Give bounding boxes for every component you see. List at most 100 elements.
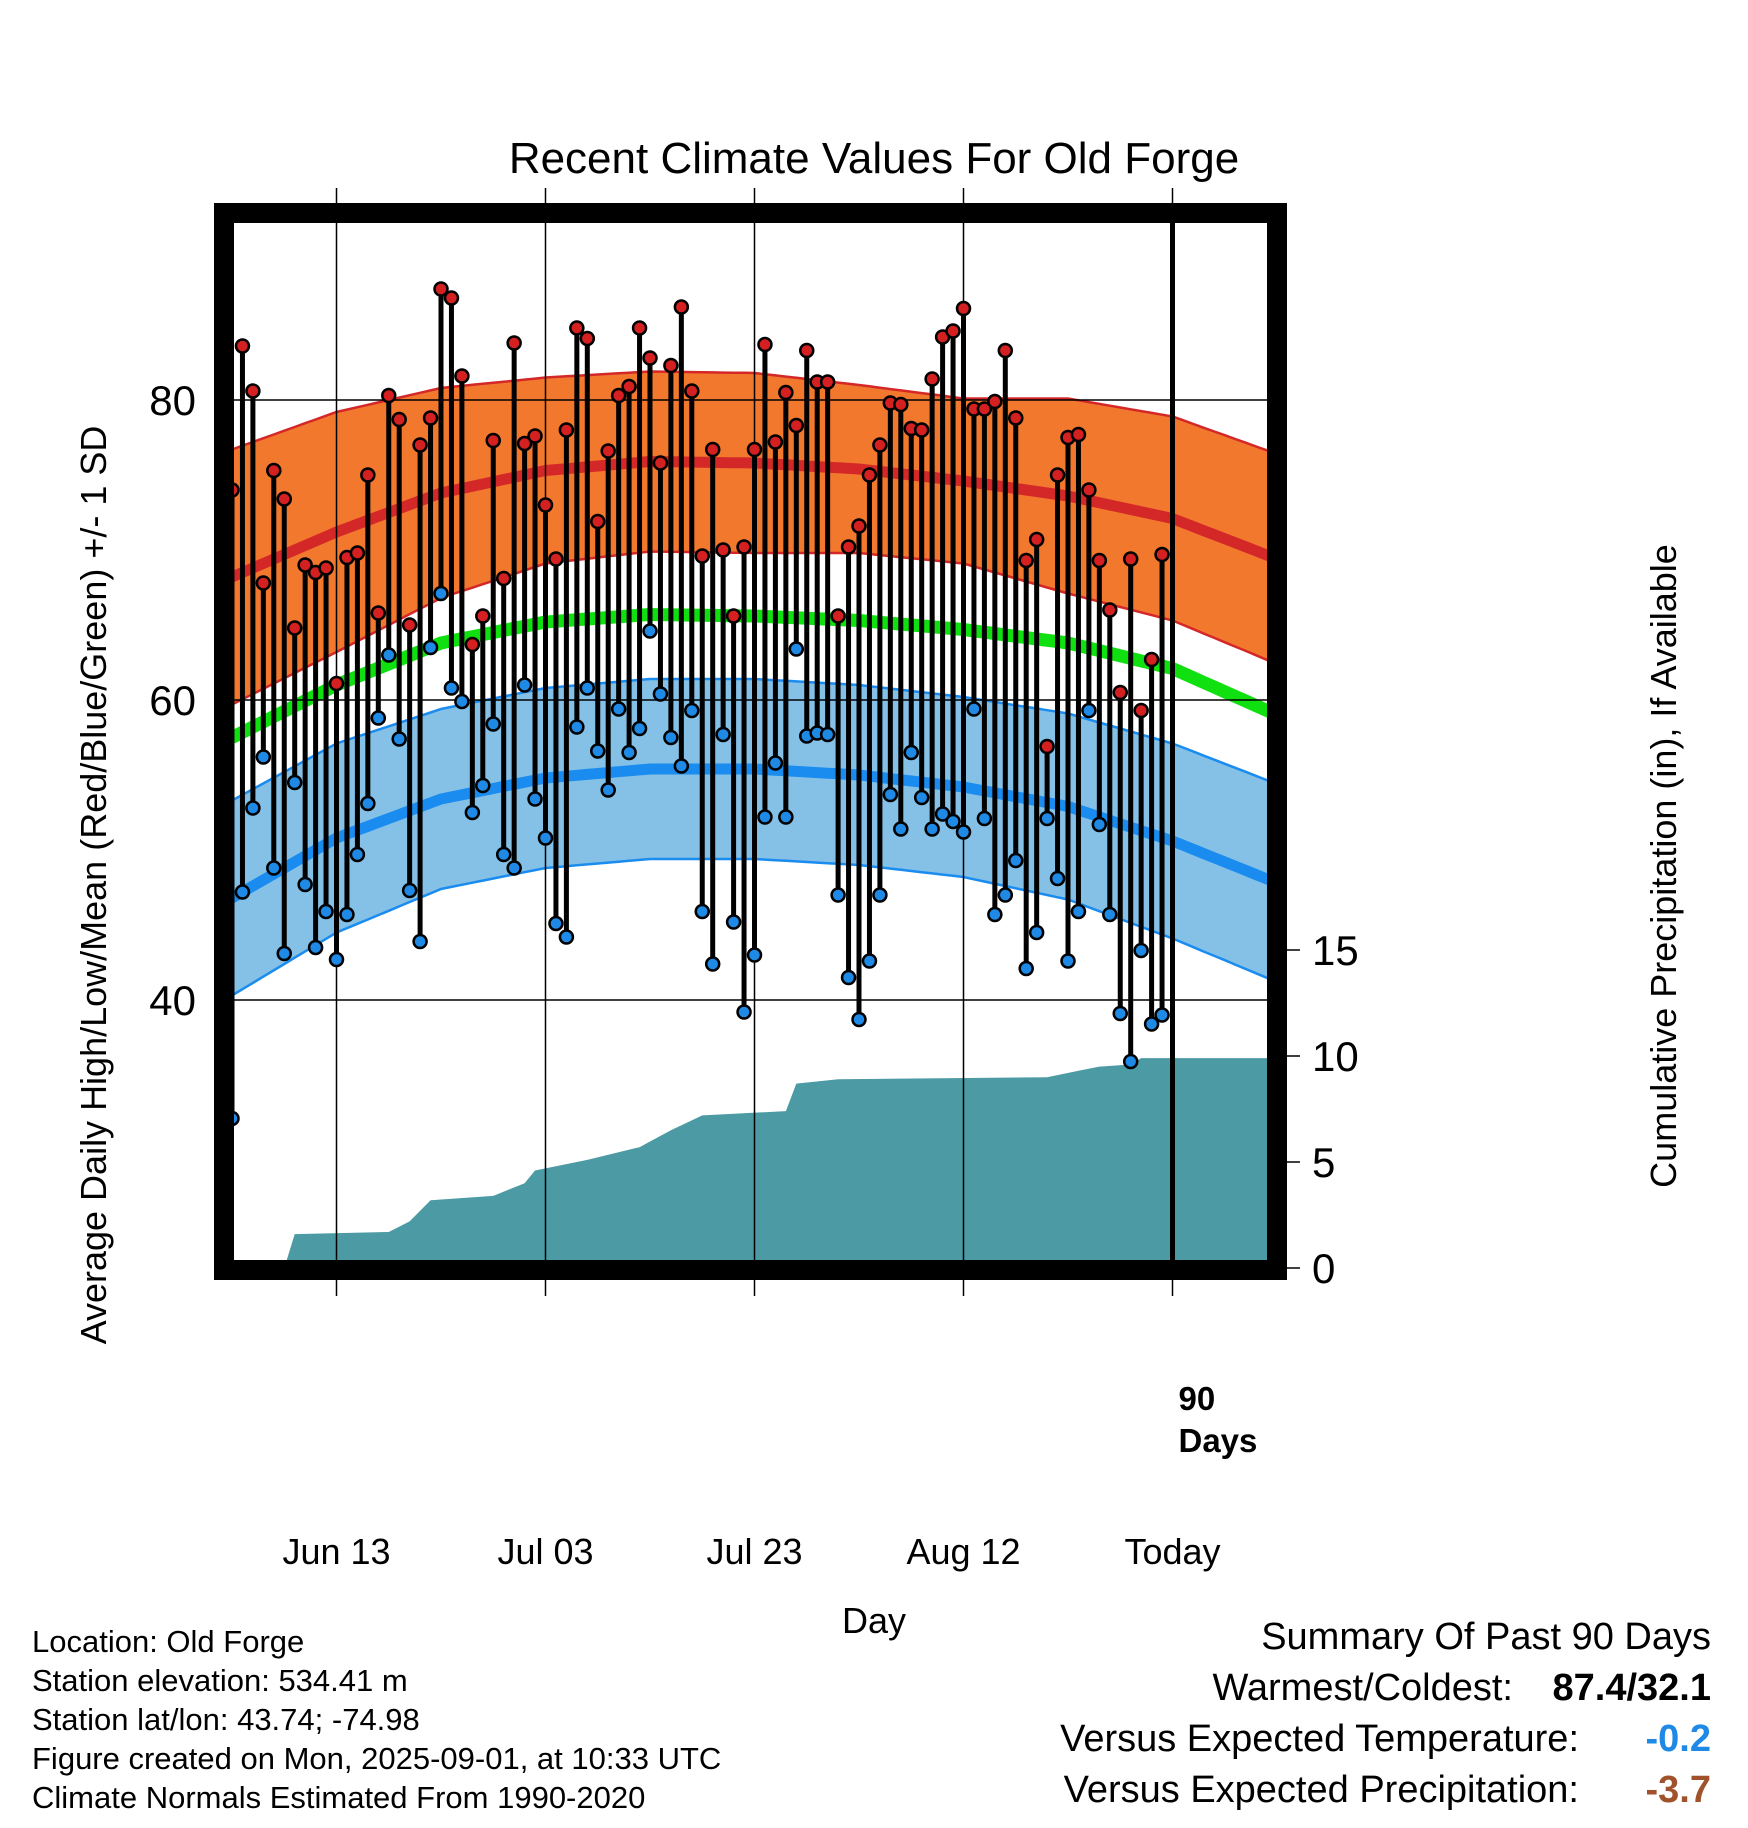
low-point [778,809,794,825]
low-point [1081,702,1097,719]
plot-area: 90 Days [224,213,1277,1459]
low-point [652,686,669,702]
low-point [307,939,324,956]
high-point [590,513,606,530]
high-point [861,467,878,483]
high-point [1028,531,1045,548]
high-point [767,434,784,450]
high-point [1112,684,1128,701]
low-point [1060,953,1076,969]
y-tick-label: 40 [149,977,196,1024]
high-point [381,387,397,404]
high-point [516,435,533,452]
low-point [736,1004,752,1020]
normals-text: Climate Normals Estimated From 1990-2020 [32,1780,646,1815]
high-point [610,387,627,404]
high-point [642,350,658,366]
high-point [945,323,961,339]
plot-frame [214,203,1287,1280]
high-point [778,384,794,401]
low-point [610,701,627,717]
high-point [328,675,345,692]
low-point [297,876,313,893]
low-point [621,744,637,761]
low-point [642,623,658,639]
high-point [1133,702,1149,719]
high-point [819,374,836,390]
high-point [715,542,731,558]
summary-heading: Summary Of Past 90 Days [1261,1616,1711,1658]
low-point [1091,816,1108,833]
low-point [694,903,710,920]
high-point [537,497,554,513]
low-point [245,800,261,816]
low-point [987,906,1003,923]
low-point [328,951,345,968]
high-point [704,441,721,458]
low-point [830,887,846,903]
y2-tick-label: 0 [1312,1245,1335,1292]
high-point [830,608,846,624]
high-point [987,393,1003,410]
low-point [872,887,888,903]
high-point [757,336,773,353]
y2-tick-label: 10 [1312,1033,1359,1080]
low-point [516,677,533,693]
low-point [976,810,993,827]
high-point [684,383,700,399]
temp-anomaly-value: -0.2 [1645,1718,1711,1760]
low-point [443,680,460,696]
low-point [1122,1053,1139,1070]
x-tick-label: Today [1124,1531,1220,1572]
low-point [955,824,972,840]
low-point [464,804,481,821]
high-point [349,545,366,561]
high-point [422,410,439,426]
low-point [1102,906,1118,923]
low-point [422,639,439,656]
high-point [443,290,460,306]
high-point [1143,651,1160,668]
low-point [945,813,961,830]
low-point [1143,1016,1160,1032]
low-point [903,744,919,761]
high-point [579,330,596,347]
station-info: Location: Old Forge Station elevation: 5… [32,1622,721,1817]
location-text: Location: Old Forge [32,1624,305,1659]
low-point [600,782,616,798]
y2-tick-label: 5 [1312,1139,1335,1186]
elevation-text: Station elevation: 534.41 m [32,1663,408,1698]
high-point [673,299,690,315]
high-point [297,557,313,573]
low-point [579,680,596,696]
low-point [893,821,909,837]
low-point [757,809,773,825]
low-point [673,758,690,774]
high-point [401,617,418,633]
low-point [391,731,407,747]
axes: 40 60 80 0 5 10 15 Jun 13 Jul 03 Jul 23 Aug 12 Toda… [149,188,1359,1572]
x-axis-label: Day [842,1600,906,1641]
low-point [349,846,366,863]
high-point [799,342,815,359]
high-point [851,518,867,534]
high-point [1018,552,1034,569]
high-point [454,368,470,384]
high-point [788,417,805,434]
high-point [286,620,303,636]
low-point [286,774,303,791]
low-point [339,906,355,923]
high-point [976,401,993,417]
high-point [318,560,334,576]
high-point [663,357,679,374]
high-point [1070,426,1087,443]
x-tick-label: Jul 03 [497,1531,593,1572]
high-point [266,462,282,479]
precip-anomaly-label: Versus Expected Precipitation: [1063,1769,1579,1811]
high-point [840,539,857,555]
low-point [475,777,491,794]
low-point [788,641,805,657]
high-point [1081,482,1097,498]
low-point [819,726,836,743]
high-point [997,342,1014,359]
